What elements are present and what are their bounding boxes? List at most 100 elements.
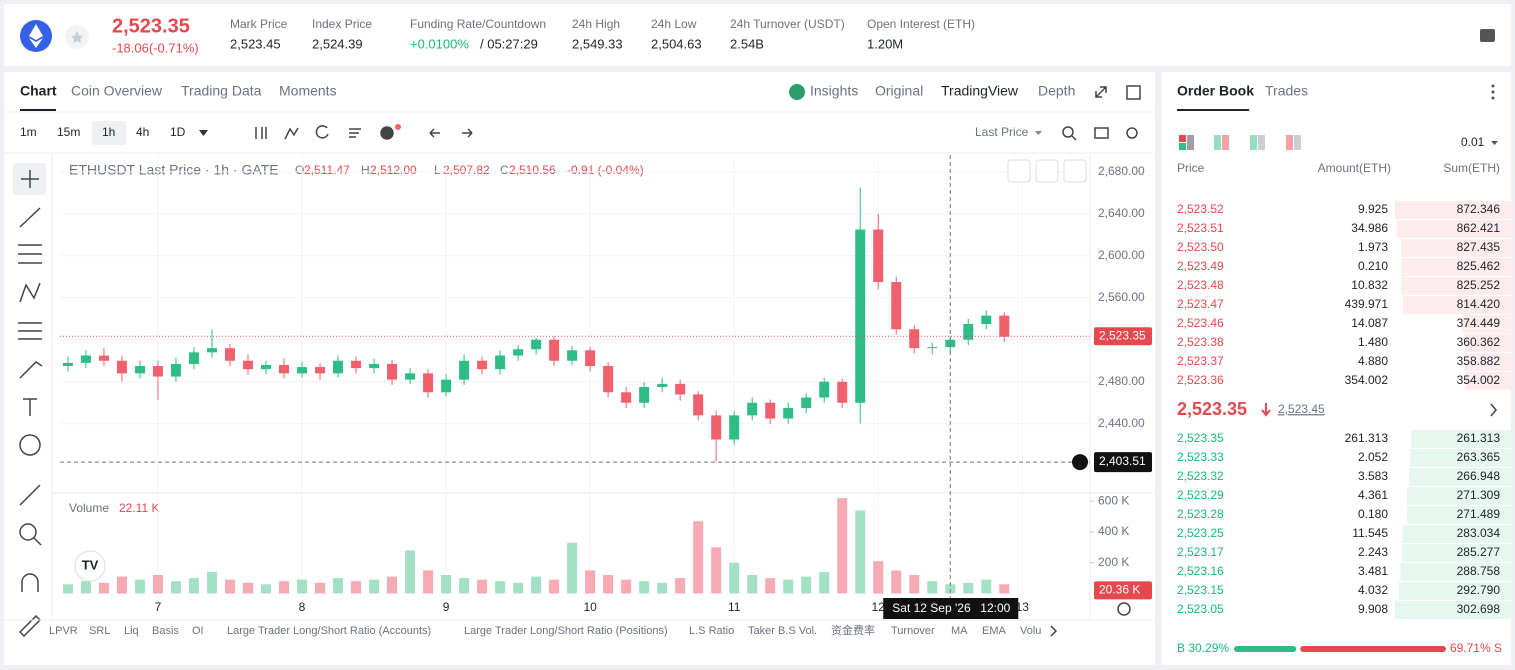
indicator[interactable]: Liq (124, 625, 139, 637)
ob-amount: 2.052 (1358, 450, 1388, 464)
dropdown[interactable] (199, 130, 208, 136)
down-arrow (1261, 403, 1271, 417)
add-alert[interactable] (1072, 454, 1088, 471)
ob-amount: 354.002 (1345, 373, 1389, 387)
interval-active (92, 121, 126, 145)
stat-label: Index Price (312, 17, 372, 31)
interval[interactable]: 15m (57, 125, 80, 139)
depth-bar (1464, 353, 1513, 371)
menu[interactable] (1491, 96, 1495, 100)
volume-bar (945, 584, 956, 594)
ohlc-value: 2,512.00 (370, 163, 417, 177)
ob-amount: 11.545 (1352, 526, 1388, 540)
tab[interactable]: Coin Overview (71, 83, 163, 99)
depth-bar (1395, 601, 1513, 619)
scale-btn[interactable] (1035, 159, 1059, 183)
depth-bar (1407, 487, 1513, 505)
volume-bar (369, 579, 380, 594)
volume-bar (495, 581, 506, 594)
depth-bar (1464, 334, 1513, 352)
indicator[interactable]: OI (192, 625, 204, 637)
candle-body (333, 360, 344, 374)
price-type[interactable]: Last Price (975, 125, 1029, 139)
volume-bar (765, 578, 776, 594)
expand[interactable] (1490, 403, 1497, 417)
indicator[interactable]: L.S Ratio (689, 625, 734, 637)
indicator[interactable]: 资金费率 (831, 623, 875, 637)
scale-btn[interactable] (1063, 159, 1087, 183)
crosshair-price: 2,403.51 (1099, 454, 1146, 468)
view-tab[interactable]: TradingView (941, 83, 1019, 99)
candle-body (188, 352, 199, 364)
ob-price: 2,523.29 (1177, 488, 1224, 502)
v-tick-label: 200 K (1098, 555, 1129, 569)
ob-amount: 2.243 (1358, 545, 1388, 559)
ob-tab[interactable]: Trades (1265, 83, 1308, 99)
ob-price: 2,523.32 (1177, 469, 1224, 483)
indicator[interactable]: Basis (152, 625, 179, 637)
scale-btn[interactable] (1007, 159, 1031, 183)
volume-bar (477, 579, 488, 594)
ob-tab[interactable]: Order Book (1177, 83, 1254, 99)
v-tick-label: 400 K (1098, 524, 1129, 538)
candle-body (567, 350, 578, 361)
candle-body (351, 360, 362, 369)
interval[interactable]: 1D (170, 125, 186, 139)
volume-bar (459, 578, 470, 594)
settings[interactable] (1117, 602, 1131, 616)
stat-label: Open Interest (ETH) (867, 17, 975, 31)
menu[interactable] (1491, 84, 1495, 88)
layout-icons[interactable] (1179, 135, 1301, 150)
indicator[interactable]: Large Trader Long/Short Ratio (Accounts) (227, 625, 431, 637)
ob-price: 2,523.25 (1177, 526, 1224, 540)
depth-bar (1401, 258, 1513, 276)
ob-sum: 283.034 (1457, 526, 1501, 540)
tab[interactable]: Trading Data (181, 83, 262, 99)
tab-underline (1177, 109, 1249, 111)
tv-logo (74, 550, 106, 582)
candle-body (261, 364, 271, 370)
volume-bar (152, 575, 163, 594)
ob-price: 2,523.33 (1177, 450, 1224, 464)
ob-amount: 0.210 (1358, 259, 1388, 273)
step[interactable]: 0.01 (1461, 135, 1485, 149)
ob-price: 2,523.48 (1177, 278, 1224, 292)
buy-bar (1234, 646, 1297, 652)
mark-price: 2,523.45 (1278, 402, 1325, 416)
candle-body (279, 364, 290, 374)
indicator[interactable]: Large Trader Long/Short Ratio (Positions… (464, 625, 668, 637)
indicator[interactable]: LPVR (49, 625, 78, 637)
tab[interactable]: Moments (279, 83, 337, 99)
view-tab[interactable]: Depth (1038, 83, 1075, 99)
col-header: Sum(ETH) (1443, 161, 1500, 175)
candle-body (459, 360, 470, 380)
volume-bar (639, 581, 650, 594)
view-tab[interactable]: Insights (810, 83, 858, 99)
fullscreen[interactable] (1095, 86, 1107, 98)
indicator[interactable]: MA (951, 625, 968, 637)
menu[interactable] (1491, 90, 1495, 94)
x-tick-label: 8 (299, 600, 306, 614)
interval[interactable]: 1h (102, 125, 115, 139)
panel-icon[interactable] (1480, 29, 1495, 42)
indicator[interactable]: Volu (1020, 625, 1041, 637)
candle-body (837, 381, 848, 403)
tab[interactable]: Chart (20, 83, 57, 99)
interval[interactable]: 1m (20, 125, 37, 139)
header-bar (4, 4, 1511, 66)
candle-body (98, 355, 109, 361)
indicator[interactable]: Taker B.S Vol. (748, 625, 817, 637)
indicator[interactable]: SRL (89, 625, 110, 637)
scroll-right[interactable] (1050, 625, 1058, 637)
interval[interactable]: 4h (136, 125, 149, 139)
depth-bar (1401, 544, 1513, 562)
view-tab[interactable]: Original (875, 83, 923, 99)
dropdown[interactable] (1035, 131, 1042, 135)
candle-body (369, 363, 380, 369)
indicator[interactable]: EMA (982, 625, 1007, 637)
window-icon[interactable] (1126, 85, 1141, 100)
ob-amount: 4.880 (1358, 354, 1388, 368)
indicator[interactable]: Turnover (891, 625, 935, 637)
dropdown[interactable] (1491, 141, 1498, 145)
ob-sum: 288.758 (1457, 564, 1501, 578)
